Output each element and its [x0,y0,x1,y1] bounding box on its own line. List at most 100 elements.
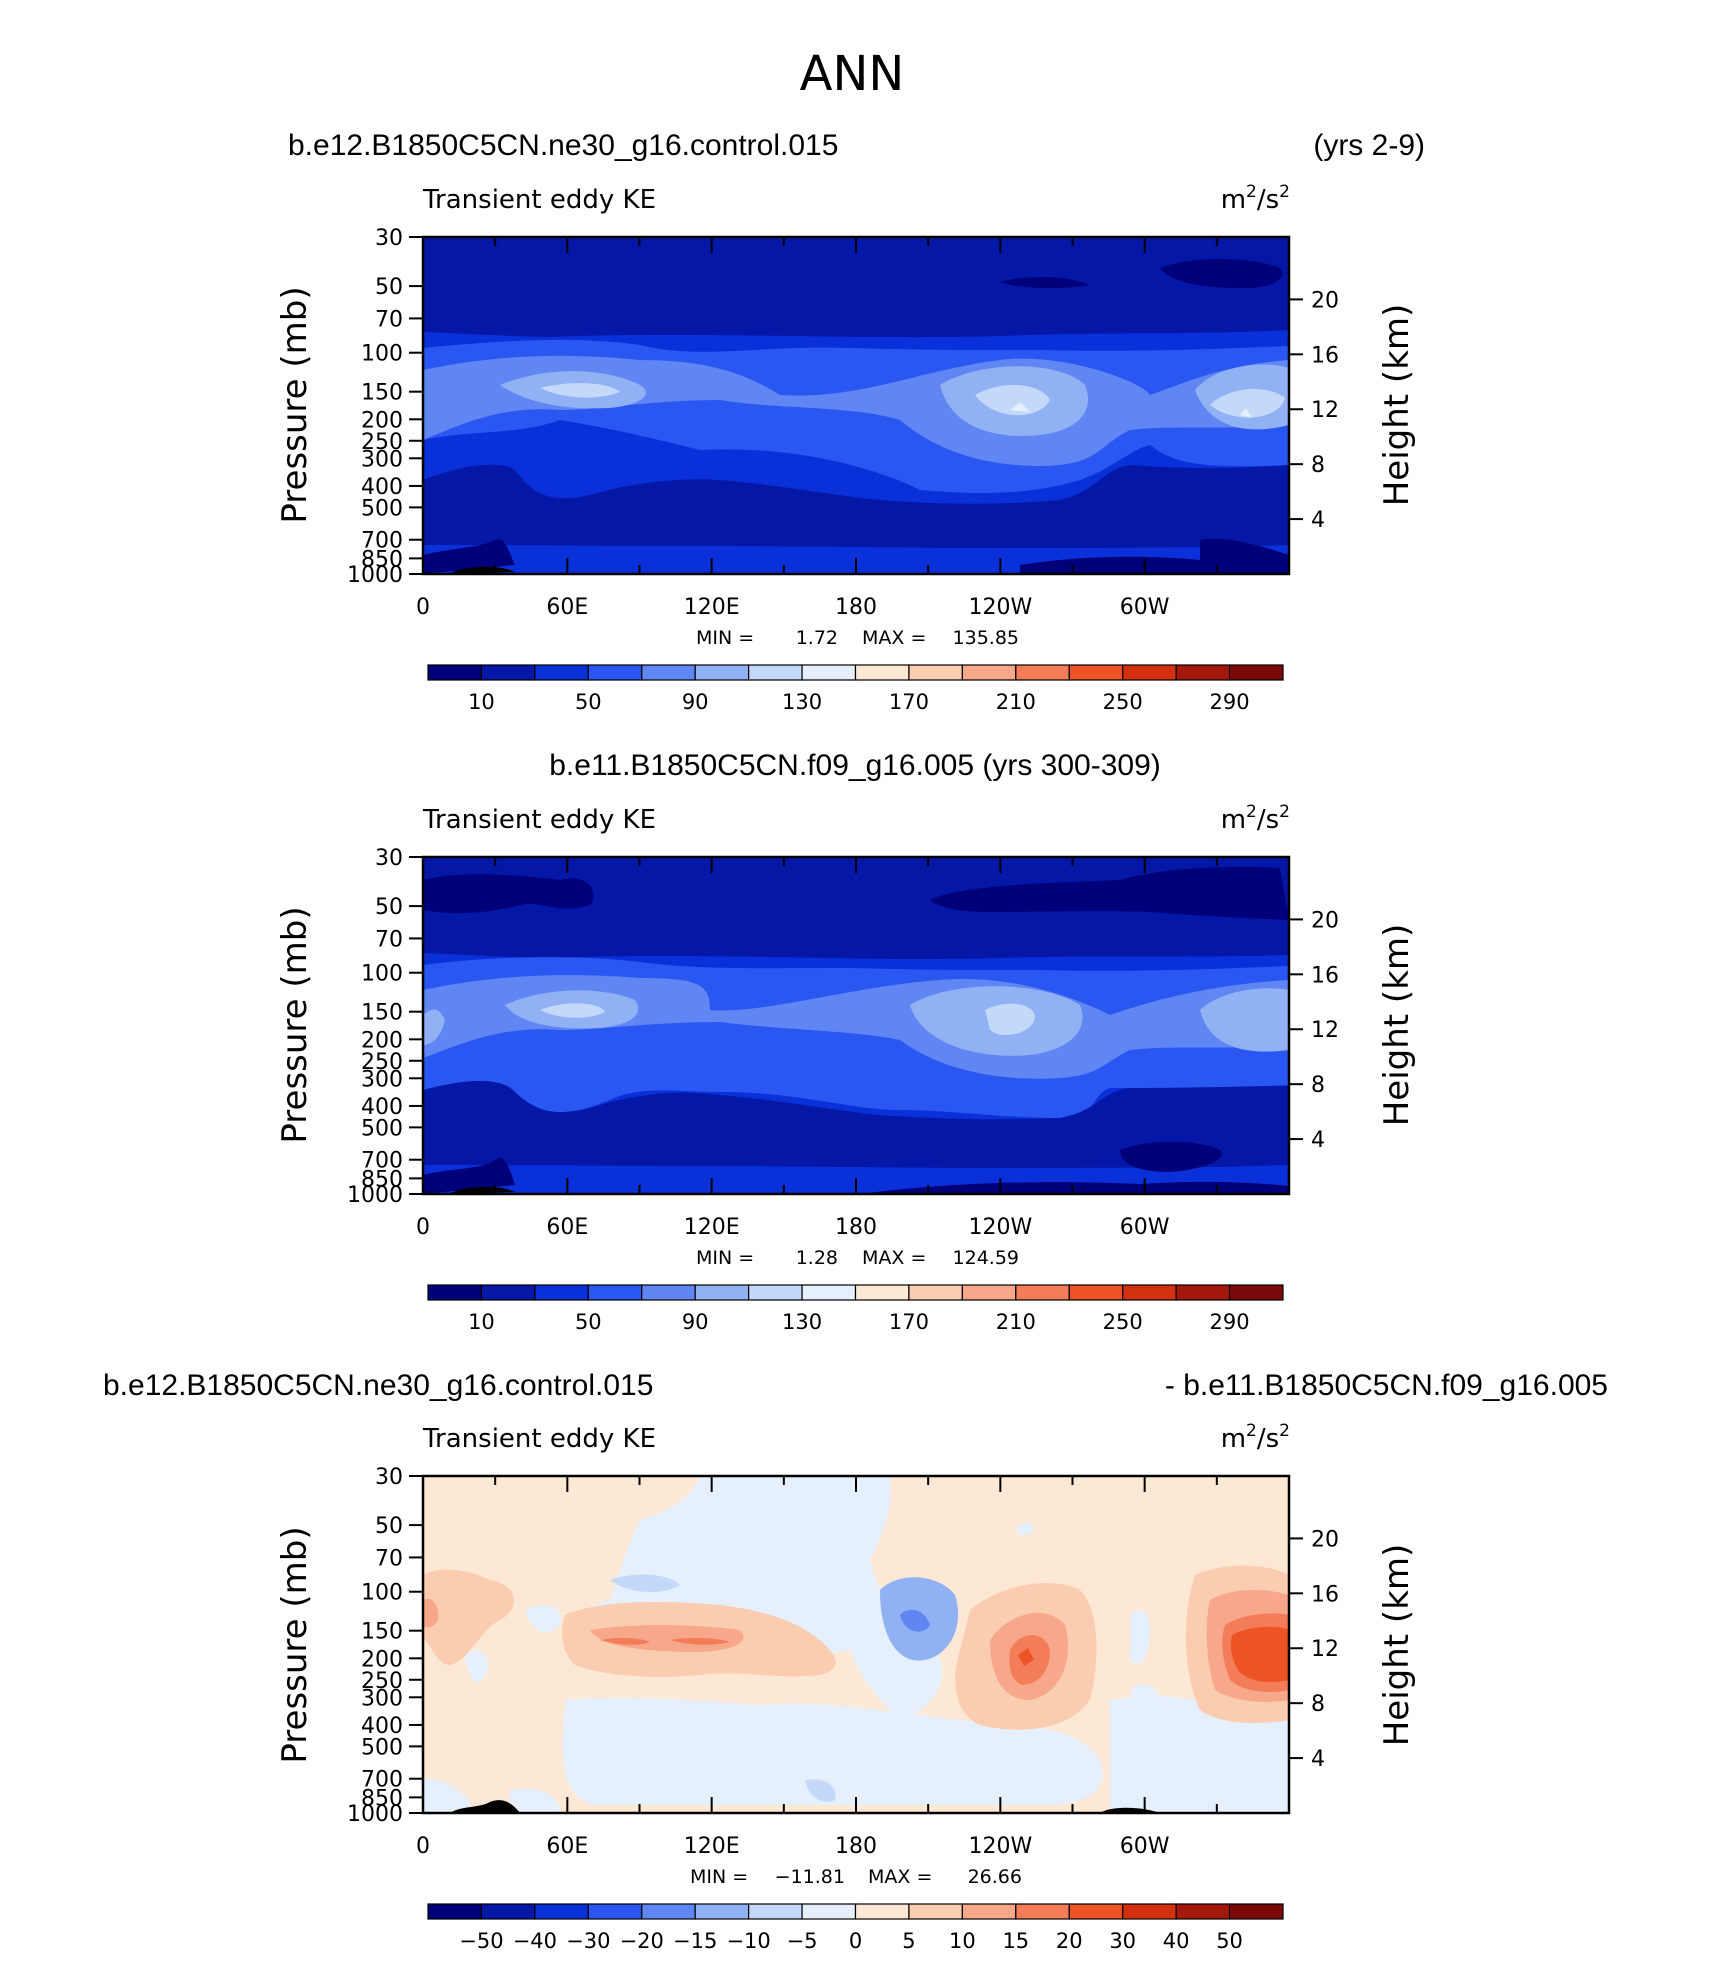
panel-3-colorbar-label: −15 [673,1929,717,1953]
panel-3-xtick-label: 60E [546,1834,588,1859]
panel-1-ytick-label: 500 [361,496,403,521]
panel-3-ytick-right-label: 8 [1311,1692,1325,1717]
panel-2-colorbar-box [961,1284,1017,1301]
panel-2-colorbar-label: 210 [996,1310,1036,1334]
panel-3-colorbar-label: 40 [1163,1929,1190,1953]
panel-1-ytick-right-label: 20 [1311,288,1339,313]
panel-2-max-value: 124.59 [953,1247,1019,1269]
panel-1-units: m2/s2 [1221,182,1290,215]
panel-2-ytick-label: 300 [361,1067,403,1092]
panel-2-xtick-label: 60E [546,1215,588,1240]
panel-2-min-label: MIN = [696,1247,754,1269]
panel-1-ytick-label: 30 [375,226,403,251]
panel-2-heading: b.e11.B1850C5CN.f09_g16.005 (yrs 300-309… [549,749,1161,782]
panel-1-colorbar-box [480,664,536,681]
panel-1-ytick-label: 250 [361,430,403,455]
panel-3-ylabel-right: Height (km) [1377,1544,1417,1747]
panel-1-colorbar-label: 50 [575,690,602,714]
panel-3-units: m2/s2 [1221,1421,1290,1454]
panel-1-colorbar-label: 170 [889,690,929,714]
panel-1-colorbar-box [534,664,589,681]
panel-3-ytick-right-label: 4 [1311,1747,1325,1772]
panel-2-colorbar-label: 290 [1210,1310,1250,1334]
panel-3-colorbar-box [961,1903,1017,1920]
panel-3-colorbar-box [1015,1903,1070,1920]
panel-3-ytick-label: 150 [361,1620,403,1645]
panel-2-ytick-label: 250 [361,1050,403,1075]
panel-3-xtick-label: 60W [1120,1834,1170,1859]
panel-1-colorbar-box [961,664,1017,681]
panel-2-colorbar: 10 50 90 130 170 210 250 290 [427,1284,1284,1334]
panel-1-colorbar-box [1228,664,1284,681]
panel-3-colorbar-label: −30 [566,1929,610,1953]
panel-1-ytick-label: 1000 [347,563,403,588]
panel-1-ytick-label: 50 [375,275,403,300]
panel-2-ytick-label: 30 [375,846,403,871]
panel-1-max-value: 135.85 [953,627,1019,649]
panel-3-colorbar-label: −10 [726,1929,770,1953]
figure-title: ANN [800,46,905,102]
panel-1-colorbar-box [1015,664,1070,681]
panel-2-xtick-label: 60W [1120,1215,1170,1240]
panel-2-ytick-right-label: 8 [1311,1073,1325,1098]
panel-3-axes: Pressure (mb) Height (km) 30507010015020… [275,1465,1417,1953]
panel-2-contour-field [423,857,1289,1194]
panel-1-ytick-label: 70 [375,307,403,332]
panel-2-max-label: MAX = [862,1247,926,1269]
panel-2-ylabel-right: Height (km) [1377,924,1417,1127]
panel-3-colorbar-label: −20 [620,1929,664,1953]
panel-1-colorbar-box [1122,664,1177,681]
panel-2-colorbar-box [480,1284,536,1301]
panel-3-colorbar-box [1175,1903,1231,1920]
panel-3-colorbar-box [1122,1903,1177,1920]
panel-2-colorbar-label: 50 [575,1310,602,1334]
panel-3-ytick-label: 850 [361,1786,403,1811]
panel-3: b.e12.B1850C5CN.ne30_g16.control.015 - b… [103,1369,1608,1953]
panel-1-colorbar-label: 210 [996,690,1036,714]
panel-2-ytick-label: 70 [375,927,403,952]
panel-1-xtick-label: 120W [968,595,1032,620]
panel-2-colorbar-label: 10 [468,1310,495,1334]
panel-2-colorbar-label: 130 [782,1310,822,1334]
panel-3-ylabel: Pressure (mb) [275,1526,315,1763]
panel-1-colorbar-box [694,664,750,681]
panel-2-colorbar-box [587,1284,643,1301]
panel-1-colorbar-label: 90 [682,690,709,714]
panel-1-ytick-label: 100 [361,342,403,367]
panel-1-ytick-right-label: 8 [1311,453,1325,478]
panel-1-ytick-label: 700 [361,529,403,554]
panel-1-colorbar-box [1068,664,1124,681]
panel-2-subtitle: Transient eddy KE [422,805,656,835]
panel-1-ytick-right-label: 12 [1311,398,1339,423]
panel-1-min-value: 1.72 [796,627,838,649]
panel-3-ytick-label: 700 [361,1768,403,1793]
panel-1-ytick-label: 400 [361,475,403,500]
panel-3-ytick-label: 100 [361,1581,403,1606]
panel-3-colorbar-label: 30 [1109,1929,1136,1953]
panel-2-colorbar-box [748,1284,803,1301]
panel-1: b.e12.B1850C5CN.ne30_g16.control.015 (yr… [275,129,1425,714]
panel-2-ytick-label: 200 [361,1028,403,1053]
panel-2-colorbar-box [427,1284,483,1301]
panel-3-colorbar-box [1068,1903,1124,1920]
panel-3-colorbar-box [534,1903,589,1920]
panel-1-heading-right: (yrs 2-9) [1313,129,1425,162]
panel-2-xtick-label: 120W [968,1215,1032,1240]
panel-3-ytick-label: 1000 [347,1802,403,1827]
panel-1-colorbar-box [587,664,643,681]
panel-3-contour-field [423,1476,1289,1813]
panel-2-colorbar-label: 250 [1103,1310,1143,1334]
panel-2-min-value: 1.28 [796,1247,838,1269]
panel-3-colorbar: −50 −40 −30 −20 −15 −10 −5 0 5 10 15 20 30 40 50 [427,1903,1284,1953]
panel-3-colorbar-label: 10 [949,1929,976,1953]
panel-3-colorbar-box [641,1903,696,1920]
panel-1-xtick-label: 60W [1120,595,1170,620]
panel-1-colorbar-box [641,664,696,681]
panel-2-colorbar-box [1228,1284,1284,1301]
panel-2-ytick-right-label: 4 [1311,1128,1325,1153]
panel-2-colorbar-box [908,1284,963,1301]
panel-2-ylabel: Pressure (mb) [275,906,315,1143]
panel-3-colorbar-box [480,1903,536,1920]
panel-3-xtick-label: 120E [684,1834,740,1859]
panel-3-colorbar-box [587,1903,643,1920]
